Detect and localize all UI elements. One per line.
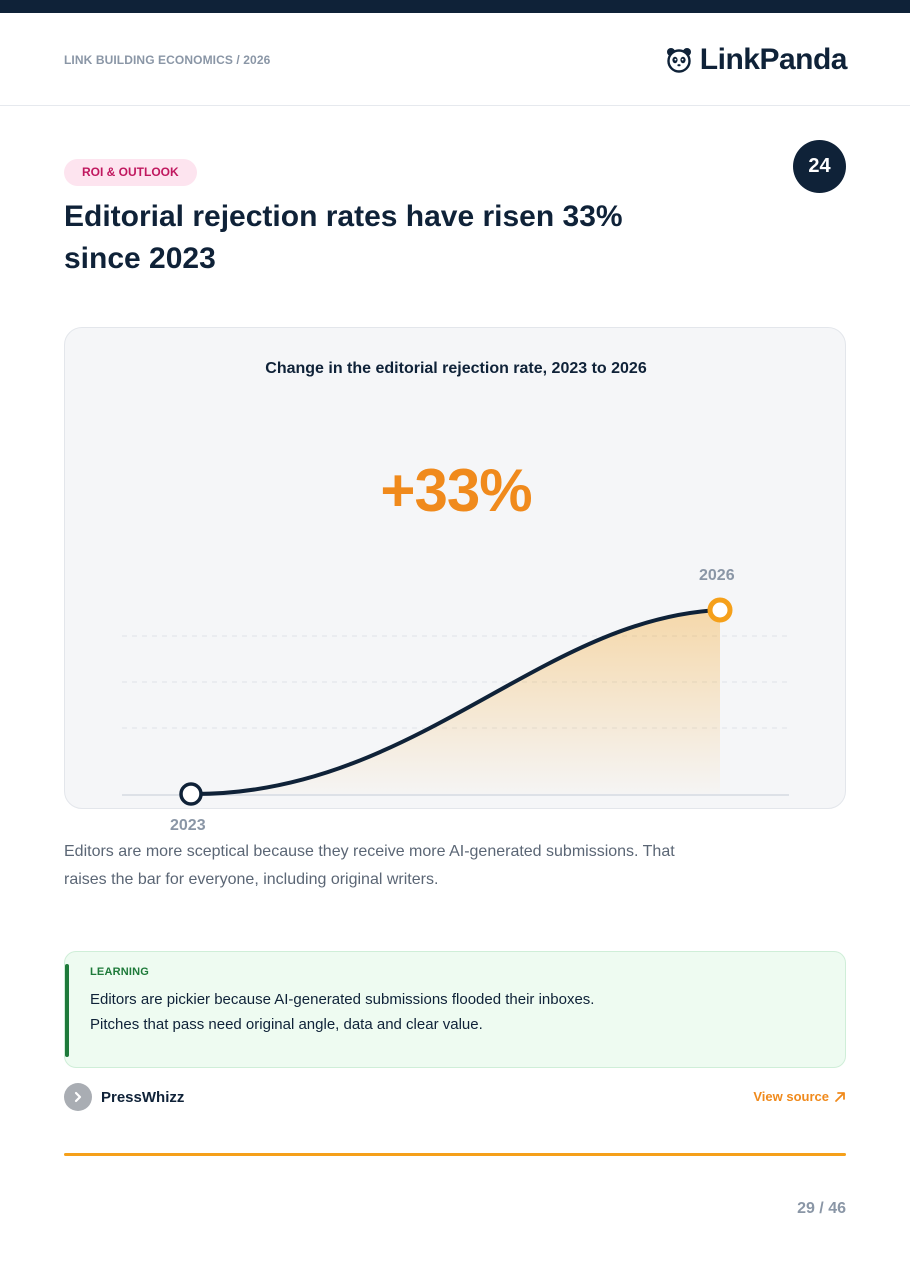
callout-line-1: Editors are pickier because AI-generated… bbox=[90, 991, 595, 1008]
body-line-2: raises the bar for everyone, including o… bbox=[64, 871, 439, 888]
rejection-rate-chart bbox=[122, 597, 789, 806]
page-indicator: 29 / 46 bbox=[797, 1200, 846, 1217]
body-paragraph: Editors are more sceptical because they … bbox=[64, 838, 784, 894]
view-source-link[interactable]: View source bbox=[753, 1089, 846, 1104]
chevron-right-icon bbox=[64, 1083, 92, 1111]
page-header: LINK BUILDING ECONOMICS / 2026 LinkPanda bbox=[0, 13, 910, 106]
data-point-2026 bbox=[707, 597, 733, 623]
breadcrumb: LINK BUILDING ECONOMICS / 2026 bbox=[64, 53, 271, 67]
top-accent-bar bbox=[0, 0, 910, 13]
source-name: PressWhizz bbox=[101, 1088, 185, 1106]
brand-name: LinkPanda bbox=[699, 43, 848, 76]
area-fill bbox=[191, 610, 720, 795]
x-label-2026: 2026 bbox=[699, 567, 735, 584]
footer-rule bbox=[64, 1153, 846, 1156]
section-tag: ROI & OUTLOOK bbox=[64, 159, 197, 186]
source-attribution: PressWhizz bbox=[64, 1083, 184, 1111]
title-line-2: since 2023 bbox=[64, 242, 216, 275]
page-title: Editorial rejection rates have risen 33%… bbox=[64, 196, 704, 280]
chart-title: Change in the editorial rejection rate, … bbox=[265, 360, 647, 377]
series-line bbox=[189, 608, 722, 797]
callout-line-2: Pitches that pass need original angle, d… bbox=[90, 1016, 483, 1033]
callout-label: LEARNING bbox=[90, 966, 150, 978]
panda-icon bbox=[666, 48, 691, 73]
section-number-badge: 24 bbox=[793, 140, 846, 193]
callout-accent-bar bbox=[65, 964, 69, 1057]
brand-logo[interactable]: LinkPanda bbox=[666, 43, 848, 77]
x-label-2023: 2023 bbox=[170, 817, 206, 834]
view-source-label: View source bbox=[753, 1089, 829, 1104]
title-line-1: Editorial rejection rates have risen 33% bbox=[64, 200, 623, 233]
arrow-up-right-icon bbox=[835, 1091, 845, 1102]
body-line-1: Editors are more sceptical because they … bbox=[64, 843, 675, 860]
headline-value: +33% bbox=[380, 457, 532, 524]
chart-card: Change in the editorial rejection rate, … bbox=[64, 327, 846, 809]
data-point-2023 bbox=[179, 782, 203, 806]
learning-callout: LEARNING Editors are pickier because AI-… bbox=[64, 951, 846, 1068]
